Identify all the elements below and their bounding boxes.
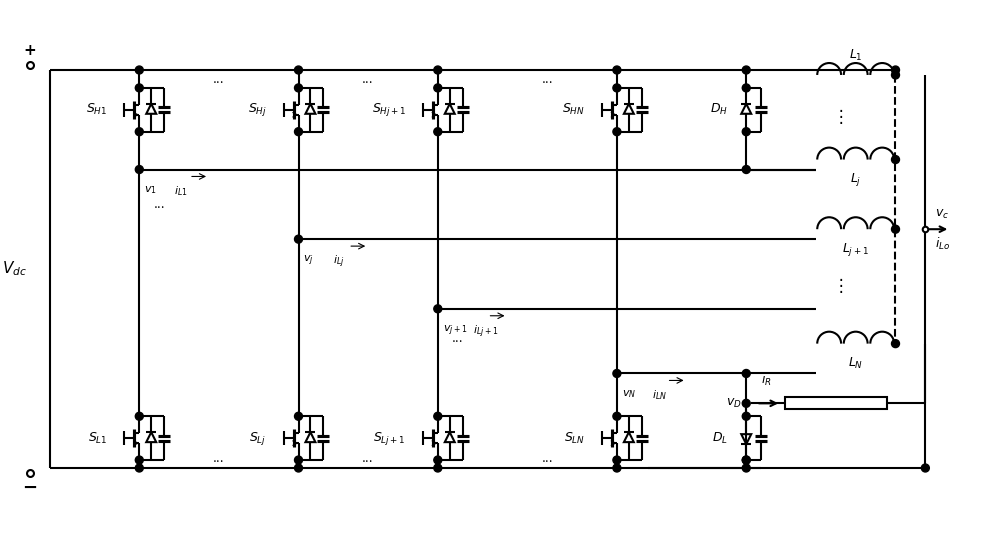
Text: $S_{Hj+1}$: $S_{Hj+1}$ (371, 101, 406, 118)
Circle shape (612, 84, 620, 92)
Circle shape (891, 225, 899, 233)
Text: $i_{Lj}$: $i_{Lj}$ (333, 254, 345, 271)
Circle shape (742, 464, 749, 472)
Circle shape (920, 464, 928, 472)
Circle shape (294, 456, 302, 464)
Circle shape (135, 66, 143, 74)
Text: $v_N$: $v_N$ (621, 388, 635, 400)
Text: $L_{1}$: $L_{1}$ (848, 48, 862, 63)
Text: $S_{HN}$: $S_{HN}$ (562, 102, 584, 117)
Text: $v_c$: $v_c$ (934, 208, 948, 221)
Circle shape (433, 128, 441, 136)
Circle shape (742, 456, 749, 464)
Text: $R$: $R$ (830, 397, 840, 410)
Text: $i_{Lo}$: $i_{Lo}$ (934, 236, 949, 252)
Text: $i_{Lj+1}$: $i_{Lj+1}$ (472, 324, 498, 340)
Circle shape (891, 71, 899, 79)
Text: $S_{Lj+1}$: $S_{Lj+1}$ (373, 430, 406, 447)
Text: ...: ... (541, 74, 553, 87)
Circle shape (742, 399, 749, 407)
Circle shape (294, 84, 302, 92)
Circle shape (891, 155, 899, 164)
Text: $i_{L1}$: $i_{L1}$ (174, 185, 188, 198)
Circle shape (612, 66, 620, 74)
Circle shape (742, 456, 749, 464)
Circle shape (433, 412, 441, 420)
Circle shape (135, 456, 143, 464)
Circle shape (612, 456, 620, 464)
Text: ⋮: ⋮ (832, 278, 848, 295)
Text: ...: ... (153, 198, 165, 211)
Text: ...: ... (213, 74, 225, 87)
Text: $v_D$: $v_D$ (725, 397, 741, 410)
Circle shape (433, 84, 441, 92)
Text: $L_{N}$: $L_{N}$ (847, 356, 863, 371)
Circle shape (742, 412, 749, 420)
Text: $V_{dc}$: $V_{dc}$ (2, 260, 28, 278)
Text: $D_{L}$: $D_{L}$ (712, 430, 728, 445)
Text: ...: ... (362, 451, 374, 464)
Bar (784, 398, 886, 409)
Circle shape (294, 66, 302, 74)
Circle shape (742, 66, 749, 74)
Circle shape (612, 412, 620, 420)
Text: $i_R$: $i_R$ (760, 372, 770, 388)
Text: +: + (24, 43, 36, 58)
Circle shape (135, 128, 143, 136)
Circle shape (742, 370, 749, 378)
Text: −: − (22, 479, 38, 497)
Circle shape (891, 66, 899, 74)
Circle shape (742, 128, 749, 136)
Text: $D_{H}$: $D_{H}$ (710, 102, 728, 117)
Text: $v_{j+1}$: $v_{j+1}$ (442, 324, 467, 338)
Text: ...: ... (541, 451, 553, 464)
Circle shape (433, 66, 441, 74)
Text: $S_{LN}$: $S_{LN}$ (564, 430, 584, 445)
Circle shape (612, 370, 620, 378)
Text: $L_{j+1}$: $L_{j+1}$ (841, 241, 869, 258)
Text: ...: ... (451, 332, 463, 345)
Circle shape (135, 84, 143, 92)
Circle shape (433, 456, 441, 464)
Circle shape (891, 339, 899, 348)
Circle shape (742, 84, 749, 92)
Text: $S_{L1}$: $S_{L1}$ (87, 430, 107, 445)
Circle shape (612, 464, 620, 472)
Text: $v_1$: $v_1$ (144, 185, 157, 196)
Circle shape (135, 166, 143, 173)
Circle shape (135, 464, 143, 472)
Circle shape (433, 464, 441, 472)
Text: $L_{j}$: $L_{j}$ (849, 172, 861, 188)
Text: ...: ... (362, 74, 374, 87)
Text: $S_{Lj}$: $S_{Lj}$ (249, 430, 266, 447)
Circle shape (433, 305, 441, 313)
Text: $S_{H1}$: $S_{H1}$ (86, 102, 107, 117)
Circle shape (135, 412, 143, 420)
Circle shape (612, 128, 620, 136)
Text: ...: ... (213, 451, 225, 464)
Circle shape (742, 166, 749, 173)
Circle shape (294, 235, 302, 243)
Circle shape (294, 128, 302, 136)
Text: ⋮: ⋮ (832, 108, 848, 126)
Text: $v_j$: $v_j$ (303, 254, 314, 268)
Circle shape (294, 464, 302, 472)
Text: $S_{Hj}$: $S_{Hj}$ (248, 101, 266, 118)
Circle shape (294, 412, 302, 420)
Text: $i_{LN}$: $i_{LN}$ (651, 388, 666, 402)
